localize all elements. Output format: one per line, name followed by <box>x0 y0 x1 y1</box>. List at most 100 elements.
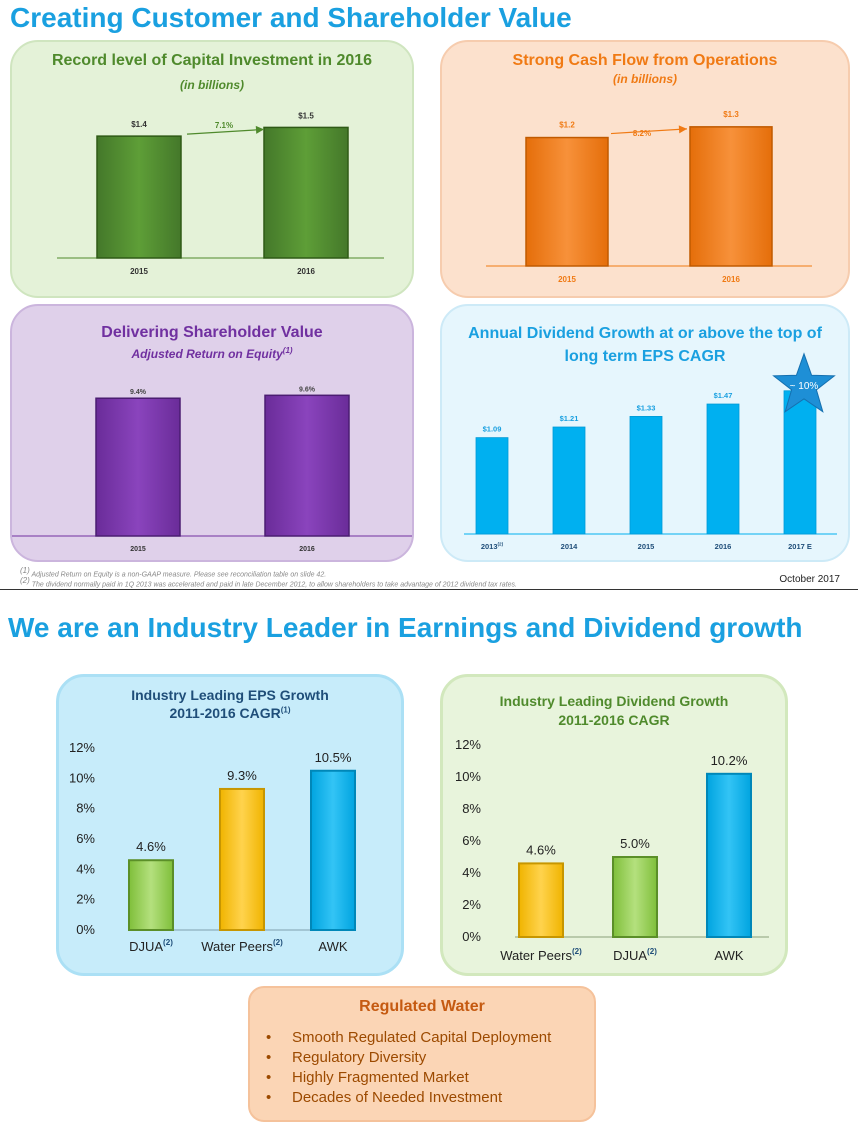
data-label: 10.5% <box>315 750 352 765</box>
footnote-2: (2) The dividend normally paid in 1Q 201… <box>20 576 517 588</box>
tick-label: 2016 <box>297 267 315 276</box>
regulated-water-list: • Smooth Regulated Capital Deployment • Re… <box>250 1028 594 1108</box>
star-icon <box>772 352 836 413</box>
data-label: $1.09 <box>483 425 502 434</box>
y-tick-label: 4% <box>462 865 481 880</box>
tick-label: 2016 <box>715 542 732 551</box>
y-tick-label: 8% <box>462 801 481 816</box>
bar-water-peers <box>518 862 564 938</box>
list-item-text: Decades of Needed Investment <box>292 1089 503 1106</box>
bar-2014 <box>552 426 586 535</box>
growth-arrow-line <box>610 128 688 135</box>
dividend-panel: Annual Dividend Growth at or above the t… <box>440 304 850 562</box>
tick-label: Water Peers(2) <box>500 947 582 963</box>
tick-label: AWK <box>714 948 743 963</box>
tick-footnote-mark: (2) <box>647 947 657 956</box>
list-item: • Highly Fragmented Market <box>266 1068 594 1088</box>
eps-chart: 4.6% DJUA(2) 9.3% Water Peers(2) 10.5% AWK 0% 2… <box>69 740 356 954</box>
divgrowth-panel: Industry Leading Dividend Growth 2011-20… <box>440 674 788 976</box>
data-label: 5.0% <box>620 836 650 851</box>
tick-label: 2015 <box>638 542 655 551</box>
tick-label: 2014 <box>561 542 579 551</box>
slide1-title: Creating Customer and Shareholder Value <box>10 2 572 33</box>
roe-subtitle-line: Adjusted Return on Equity(1) <box>12 346 412 361</box>
tick-label: DJUA(2) <box>129 938 173 954</box>
y-tick-label: 0% <box>76 922 95 937</box>
growth-arrow-line <box>186 128 265 135</box>
regulated-water-title: Regulated Water <box>359 998 485 1015</box>
roe-subtitle-mark: (1) <box>282 346 293 355</box>
slide-divider <box>0 589 858 590</box>
y-tick-label: 12% <box>455 737 481 752</box>
bullet-icon: • <box>266 1049 272 1066</box>
roe-subtitle: Adjusted Return on Equity <box>131 347 283 361</box>
footnote-2-text: The dividend normally paid in 1Q 2013 wa… <box>29 581 517 589</box>
slide2-title: We are an Industry Leader in Earnings an… <box>8 612 803 643</box>
data-label: 9.3% <box>227 768 257 783</box>
y-tick-label: 4% <box>76 861 95 876</box>
eps-panel: Industry Leading EPS Growth 2011-2016 CA… <box>56 674 404 976</box>
y-tick-label: 8% <box>76 801 95 816</box>
data-label: 9.4% <box>130 389 147 396</box>
regulated-water-box: Regulated Water • Smooth Regulated Capita… <box>248 986 596 1122</box>
footnote-1: (1) Adjusted Return on Equity is a non-G… <box>20 566 326 578</box>
data-label: $1.4 <box>131 120 147 129</box>
capex-title: Record level of Capital Investment in 20… <box>51 52 373 69</box>
capex-subtitle: (in billions) <box>180 78 244 92</box>
tick-footnote-mark: (2) <box>498 542 504 547</box>
star-callout-label: ~ 10% <box>790 381 819 392</box>
tick-label: 2015 <box>130 546 146 553</box>
bullet-icon: • <box>266 1069 272 1086</box>
bar-2017-e <box>783 390 817 535</box>
bullet-icon: • <box>266 1089 272 1106</box>
bullet-icon: • <box>266 1029 272 1046</box>
data-label: 10.2% <box>711 753 748 768</box>
bar-2015 <box>95 397 181 537</box>
tick-label: 2015 <box>558 275 576 284</box>
cashflow-subtitle: (in billions) <box>613 72 677 86</box>
eps-subtitle: 2011-2016 CAGR <box>169 705 281 721</box>
y-tick-label: 10% <box>69 770 95 785</box>
eps-subtitle-mark: (1) <box>280 705 291 715</box>
capex-panel: Record level of Capital Investment in 20… <box>10 40 414 298</box>
tick-label: 2016 <box>299 546 315 553</box>
list-item-text: Regulatory Diversity <box>292 1049 427 1066</box>
bar-2013 <box>475 437 509 535</box>
data-label: $1.47 <box>714 391 733 400</box>
data-label: 4.6% <box>526 842 556 857</box>
growth-label: 8.2% <box>633 129 651 138</box>
cashflow-panel: Strong Cash Flow from Operations (in bil… <box>440 40 850 298</box>
eps-subtitle-line: 2011-2016 CAGR(1) <box>59 705 401 721</box>
tick-label: Water Peers(2) <box>201 938 283 954</box>
bar-2015 <box>96 135 182 259</box>
data-label: $1.2 <box>559 121 575 130</box>
roe-panel: Delivering Shareholder Value Adjusted Re… <box>10 304 414 562</box>
bar-2016 <box>689 126 773 267</box>
bar-2016 <box>264 394 350 537</box>
divgrowth-chart: 4.6% Water Peers(2) 5.0% DJUA(2) 10.2% AWK 0% 2… <box>455 737 769 963</box>
list-item-text: Smooth Regulated Capital Deployment <box>292 1029 552 1046</box>
data-label: $1.5 <box>298 111 314 120</box>
data-label: $1.3 <box>723 110 739 119</box>
growth-arrow-head <box>678 125 687 134</box>
tick-label: 2015 <box>130 267 148 276</box>
list-item: • Smooth Regulated Capital Deployment <box>266 1028 594 1048</box>
bar-water-peers <box>219 787 265 931</box>
y-tick-label: 10% <box>455 769 481 784</box>
bar-djua <box>128 859 174 932</box>
divgrowth-subtitle: 2011-2016 CAGR <box>558 712 670 728</box>
footnote-2-mark: (2) <box>20 576 30 585</box>
tick-footnote-mark: (2) <box>572 947 582 956</box>
y-tick-label: 0% <box>462 929 481 944</box>
tick-footnote-mark: (2) <box>273 938 283 947</box>
y-tick-label: 2% <box>76 892 95 907</box>
bar-2016 <box>706 403 740 535</box>
divgrowth-title: Industry Leading Dividend Growth <box>499 693 729 709</box>
list-item: • Regulatory Diversity <box>266 1048 594 1068</box>
tick-footnote-mark: (2) <box>163 938 173 947</box>
roe-chart: 9.4% 2015 9.6% 2016 <box>12 386 412 553</box>
bar-djua <box>612 856 658 938</box>
y-tick-label: 6% <box>462 833 481 848</box>
y-tick-label: 12% <box>69 740 95 755</box>
bar-2015 <box>525 136 609 267</box>
